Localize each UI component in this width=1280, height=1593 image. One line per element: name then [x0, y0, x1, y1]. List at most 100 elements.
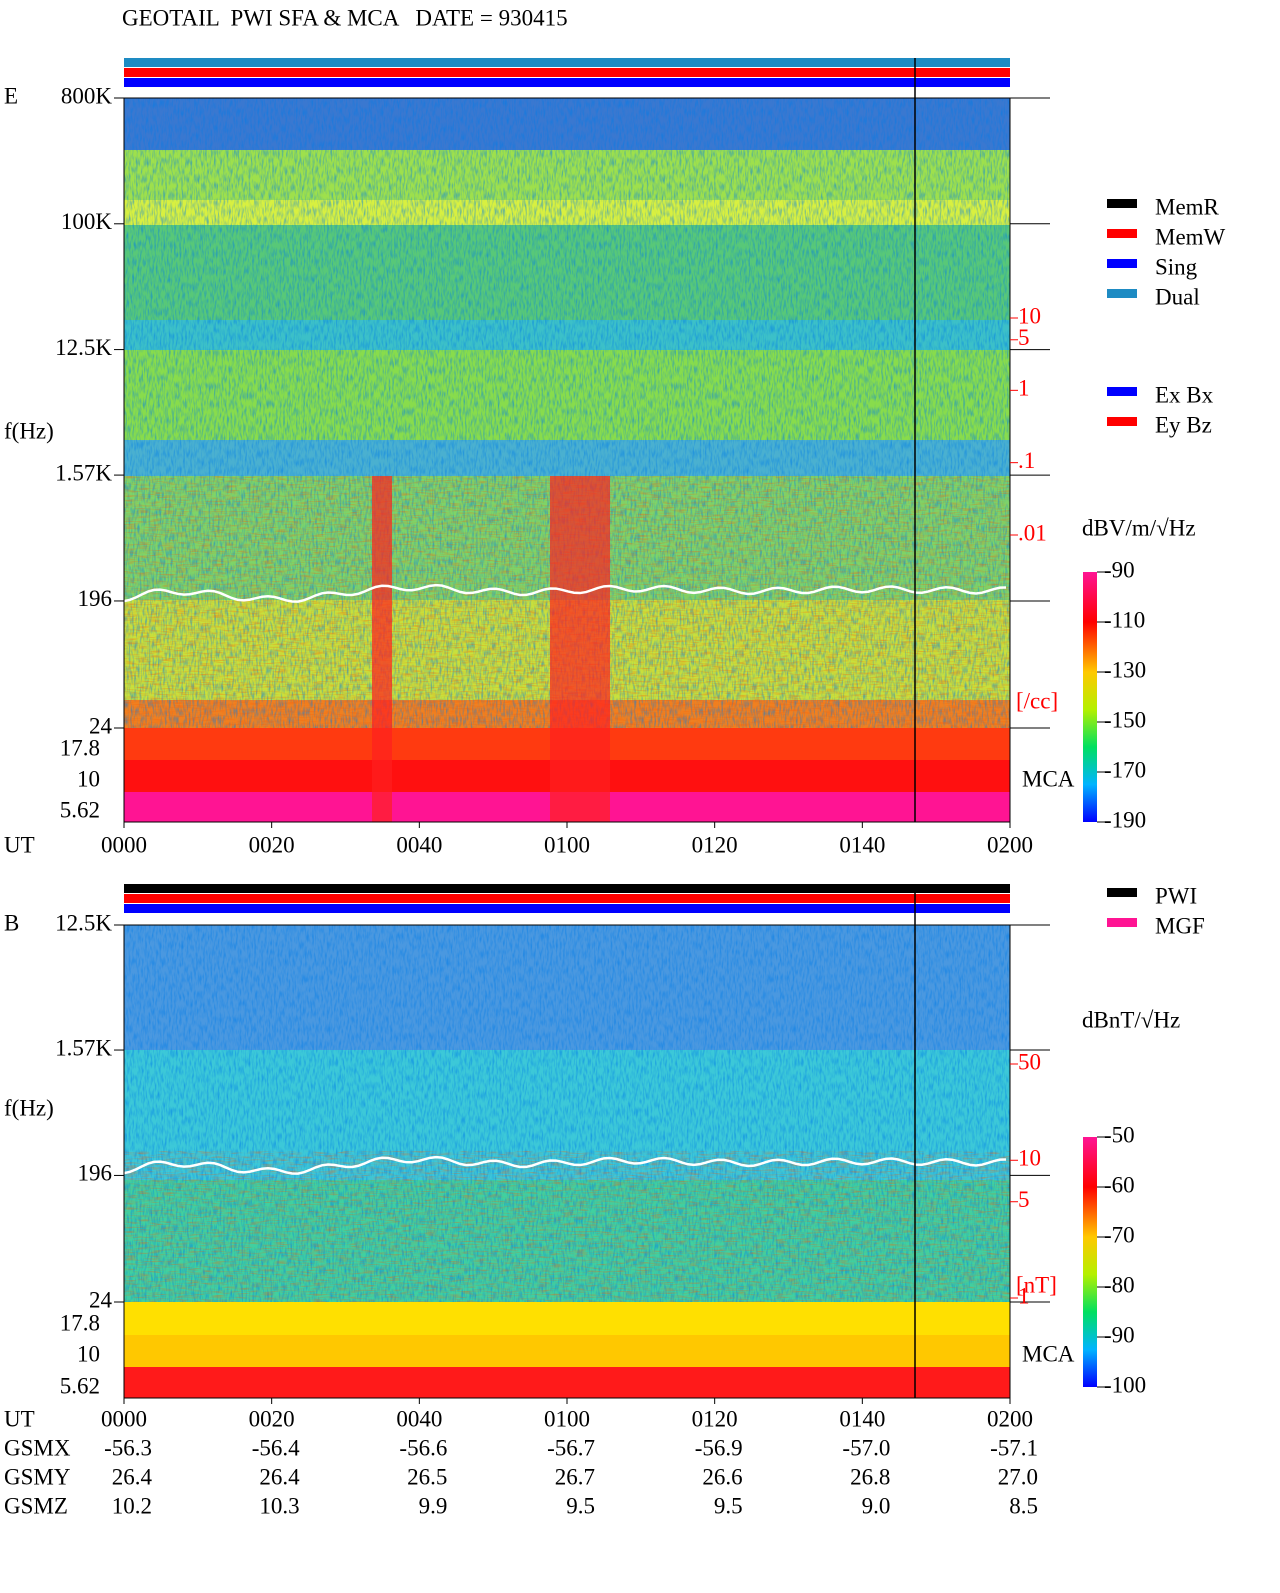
y-tick-label: 800K	[61, 83, 113, 108]
orbit-value: 9.5	[714, 1493, 743, 1518]
legend-swatch	[1107, 229, 1137, 238]
spectrogram-band	[124, 1302, 1010, 1335]
orbit-value: -57.0	[842, 1435, 890, 1460]
x-tick-label: 0020	[249, 832, 295, 857]
colorbar-tick-label: -150	[1104, 707, 1146, 732]
y-tick-label: 24	[89, 713, 113, 738]
legend-swatch	[1107, 259, 1137, 268]
x-tick-label: 0040	[396, 1406, 442, 1431]
right-scale-unit: [nT]	[1016, 1272, 1057, 1297]
x-tick-label: 0020	[249, 1406, 295, 1431]
colorbar-tick-label: -70	[1104, 1222, 1135, 1247]
y-axis-label: f(Hz)	[4, 1095, 54, 1120]
x-axis-label: UT	[4, 832, 35, 857]
x-tick-label: 0140	[839, 1406, 885, 1431]
orbit-value: 10.3	[259, 1493, 299, 1518]
legend-label: Dual	[1155, 284, 1200, 309]
orbit-value: 26.5	[407, 1464, 447, 1489]
right-scale-label: 5	[1018, 1187, 1030, 1212]
colorbar-unit: dBnT/√Hz	[1082, 1007, 1180, 1032]
y-tick-label: 100K	[61, 209, 113, 234]
spectrogram-band	[124, 1335, 1010, 1367]
right-scale-label: 10	[1018, 303, 1041, 328]
x-tick-label: 0200	[987, 1406, 1033, 1431]
status-bar	[124, 78, 1010, 87]
x-tick-label: 0140	[839, 832, 885, 857]
orbit-row-label: GSMZ	[4, 1493, 68, 1518]
plasma-line	[123, 1155, 1007, 1175]
status-bar	[124, 58, 1010, 67]
mca-channel-label: 5.62	[60, 1373, 100, 1398]
status-bar	[124, 884, 1010, 893]
mca-channel-label: 10	[77, 766, 100, 791]
mca-channel-label: 17.8	[60, 735, 100, 760]
mca-label: MCA	[1022, 1341, 1075, 1366]
orbit-value: 26.8	[850, 1464, 890, 1489]
x-tick-label: 0120	[692, 1406, 738, 1431]
y-tick-label: 12.5K	[55, 910, 112, 935]
orbit-value: -56.7	[547, 1435, 595, 1460]
colorbar-tick-label: -80	[1104, 1272, 1135, 1297]
y-tick-label: 24	[89, 1287, 113, 1312]
y-tick-label: 1.57K	[55, 1035, 112, 1060]
mca-channel-label: 5.62	[60, 797, 100, 822]
colorbar-tick-label: -60	[1104, 1172, 1135, 1197]
emission-stripe	[550, 476, 610, 822]
orbit-value: -56.9	[695, 1435, 743, 1460]
legend-swatch	[1107, 417, 1137, 426]
colorbar-tick-label: -190	[1104, 807, 1146, 832]
x-tick-label: 0040	[396, 832, 442, 857]
legend-label: Ex Bx	[1155, 382, 1214, 407]
orbit-row-label: GSMX	[4, 1435, 71, 1460]
orbit-value: -56.4	[252, 1435, 300, 1460]
orbit-value: 9.0	[862, 1493, 891, 1518]
legend-label: PWI	[1155, 883, 1197, 908]
right-scale-label: .1	[1018, 448, 1035, 473]
orbit-value: 8.5	[1009, 1493, 1038, 1518]
spectrogram-band	[124, 1367, 1010, 1398]
right-scale-unit: [/cc]	[1016, 688, 1058, 713]
colorbar-unit: dBV/m/√Hz	[1082, 515, 1196, 540]
y-tick-label: 12.5K	[55, 335, 112, 360]
orbit-value: -56.3	[104, 1435, 152, 1460]
mca-label: MCA	[1022, 766, 1075, 791]
mca-channel-label: 10	[77, 1341, 100, 1366]
x-tick-label: 0000	[101, 832, 147, 857]
right-scale-label: 1	[1018, 376, 1030, 401]
y-tick-label: 196	[78, 1161, 113, 1186]
orbit-value: 26.4	[112, 1464, 153, 1489]
orbit-value: -56.6	[399, 1435, 447, 1460]
orbit-value: 26.6	[702, 1464, 742, 1489]
orbit-value: -57.1	[990, 1435, 1038, 1460]
legend-swatch	[1107, 918, 1137, 927]
right-scale-label: 5	[1018, 325, 1030, 350]
colorbar-tick-label: -110	[1104, 607, 1145, 632]
colorbar-tick-label: -100	[1104, 1372, 1146, 1397]
status-bar	[124, 68, 1010, 77]
colorbar	[1083, 572, 1097, 822]
plasma-line	[123, 583, 1007, 603]
legend-swatch	[1107, 199, 1137, 208]
legend-label: MemR	[1155, 194, 1220, 219]
orbit-row-label: GSMY	[4, 1464, 71, 1489]
legend-swatch	[1107, 289, 1137, 298]
right-scale-label: 50	[1018, 1049, 1041, 1074]
orbit-value: 10.2	[112, 1493, 152, 1518]
emission-stripe	[372, 476, 392, 822]
orbit-value: 27.0	[998, 1464, 1038, 1489]
right-scale-label: 10	[1018, 1146, 1041, 1171]
x-tick-label: 0100	[544, 832, 590, 857]
legend-label: Ey Bz	[1155, 412, 1212, 437]
x-tick-label: 0200	[987, 832, 1033, 857]
chart-title: GEOTAIL PWI SFA & MCA DATE = 930415	[122, 5, 568, 30]
legend-swatch	[1107, 387, 1137, 396]
panel-label: E	[4, 83, 18, 108]
orbit-value: 26.4	[259, 1464, 300, 1489]
orbit-value: 9.5	[566, 1493, 595, 1518]
x-axis-label: UT	[4, 1406, 35, 1431]
colorbar-tick-label: -50	[1104, 1122, 1135, 1147]
spectrogram-noise	[124, 1151, 1010, 1302]
x-tick-label: 0100	[544, 1406, 590, 1431]
legend-label: MemW	[1155, 224, 1226, 249]
